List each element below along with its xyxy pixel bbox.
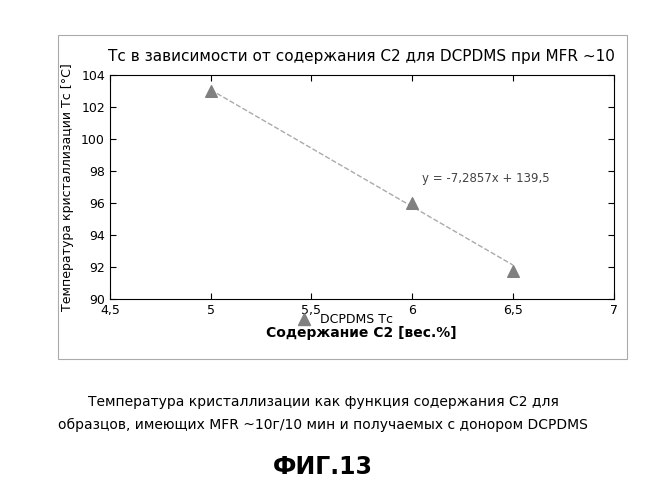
X-axis label: Содержание С2 [вес.%]: Содержание С2 [вес.%] xyxy=(266,325,457,340)
Text: y = -7,2857x + 139,5: y = -7,2857x + 139,5 xyxy=(422,172,550,185)
Point xyxy=(205,87,216,95)
Text: ФИГ.13: ФИГ.13 xyxy=(273,455,373,479)
Title: Тс в зависимости от содержания С2 для DCPDMS при MFR ~10: Тс в зависимости от содержания С2 для DC… xyxy=(109,49,615,64)
Legend: DCPDMS Тс: DCPDMS Тс xyxy=(287,308,398,331)
Text: образцов, имеющих MFR ~10г/10 мин и получаемых с донором DCPDMS: образцов, имеющих MFR ~10г/10 мин и полу… xyxy=(58,418,588,432)
Y-axis label: Температура кристаллизации Тс [°С]: Температура кристаллизации Тс [°С] xyxy=(61,63,74,311)
Text: Температура кристаллизации как функция содержания С2 для: Температура кристаллизации как функция с… xyxy=(88,395,558,409)
Point xyxy=(407,199,417,207)
Point xyxy=(508,266,518,274)
